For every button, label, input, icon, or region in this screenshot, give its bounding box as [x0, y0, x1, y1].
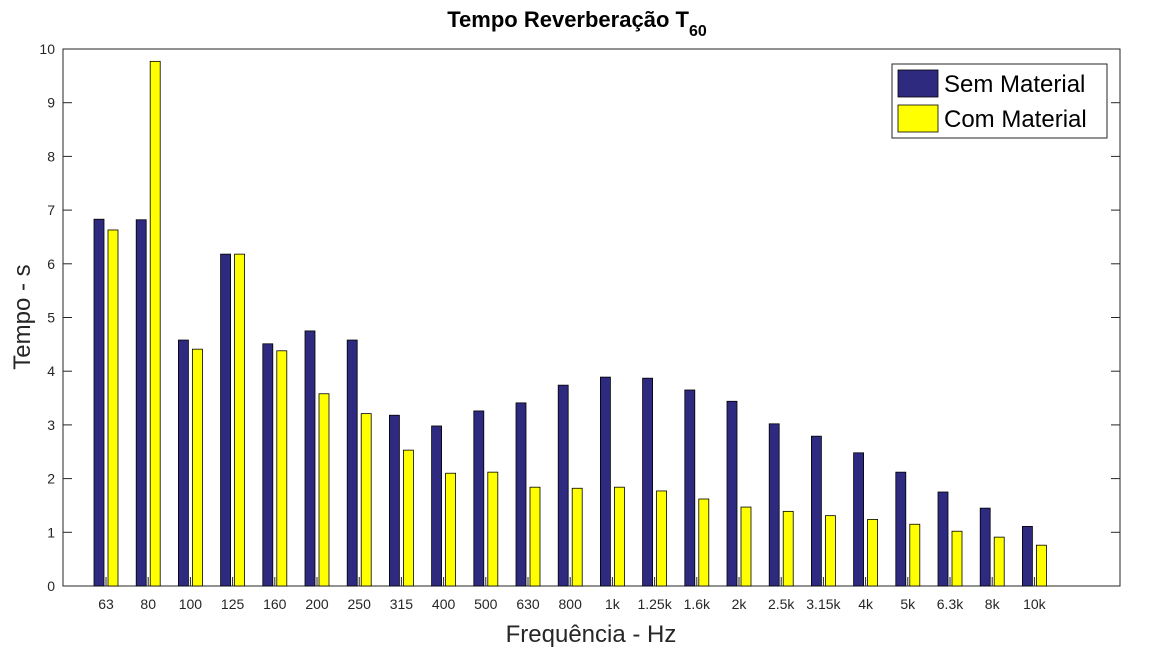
bar-sem-material	[895, 471, 907, 587]
x-tick-label: 1k	[605, 596, 621, 612]
bar-sem-material	[431, 425, 443, 587]
bar-com-material	[487, 471, 499, 587]
bar-sem-material	[220, 253, 232, 587]
x-tick-label: 100	[179, 596, 203, 612]
x-axis: 63 80 100 125 160 200 250 315 400 500 630 800 1k 1.25…	[98, 577, 1047, 612]
y-tick-label: 0	[47, 578, 55, 594]
chart-title-main: Tempo Reverberação T	[447, 7, 689, 32]
bar-sem-material	[811, 435, 822, 587]
bar-sem-material	[93, 218, 105, 587]
legend: Sem Material Com Material	[891, 63, 1108, 139]
x-tick-label: 8k	[985, 596, 1001, 612]
x-tick-label: 160	[263, 596, 287, 612]
bar-com-material	[740, 506, 752, 587]
x-tick-label: 1.6k	[684, 596, 711, 612]
x-tick-label: 315	[390, 596, 414, 612]
y-tick-label: 4	[47, 363, 55, 379]
y-axis: 0 1 2 3 4 5 6 7 8 9 10	[39, 41, 1120, 594]
x-tick-label: 4k	[858, 596, 874, 612]
bar-sem-material	[768, 423, 780, 587]
bar-com-material	[571, 487, 583, 587]
legend-label: Com Material	[944, 106, 1087, 133]
bar-com-material	[614, 486, 625, 587]
bar-sem-material	[600, 376, 611, 587]
y-axis-label: Tempo - s	[9, 264, 36, 369]
bar-sem-material	[684, 389, 696, 587]
y-tick-label: 10	[39, 41, 55, 57]
y-tick-label: 7	[47, 202, 55, 218]
x-tick-label: 6.3k	[937, 596, 964, 612]
bar-sem-material	[515, 402, 527, 587]
bar-com-material	[993, 536, 1005, 587]
x-tick-label: 5k	[900, 596, 916, 612]
bar-com-material	[529, 486, 541, 587]
bar-com-material	[149, 60, 161, 587]
x-tick-label: 1.25k	[637, 596, 672, 612]
bar-sem-material	[135, 219, 147, 587]
bar-com-material	[867, 519, 878, 587]
bar-sem-material	[304, 330, 316, 587]
x-tick-label: 400	[432, 596, 456, 612]
bar-sem-material	[853, 452, 864, 587]
bar-sem-material	[388, 414, 400, 587]
y-tick-label: 8	[47, 148, 55, 164]
bar-com-material	[191, 348, 203, 587]
bar-sem-material	[937, 491, 949, 587]
x-tick-label: 2k	[732, 596, 748, 612]
bar-com-material	[360, 413, 372, 587]
bar-com-material	[276, 350, 288, 587]
bar-com-material	[909, 523, 921, 587]
bar-sem-material	[1022, 525, 1033, 587]
bars-group	[93, 60, 1047, 587]
x-tick-label: 125	[221, 596, 245, 612]
bar-com-material	[107, 229, 119, 587]
y-tick-label: 1	[47, 524, 55, 540]
bar-sem-material	[346, 339, 358, 587]
bar-com-material	[825, 515, 836, 587]
bar-sem-material	[473, 410, 485, 587]
legend-swatch	[897, 69, 939, 98]
bar-com-material	[445, 472, 457, 587]
x-tick-label: 3.15k	[806, 596, 841, 612]
bar-com-material	[698, 498, 710, 587]
y-tick-label: 9	[47, 95, 55, 111]
x-tick-label: 63	[98, 596, 114, 612]
bar-com-material	[656, 490, 667, 587]
bar-com-material	[318, 393, 330, 587]
chart-title-subscript: 60	[689, 23, 707, 40]
legend-label: Sem Material	[944, 71, 1085, 98]
bar-sem-material	[262, 343, 274, 587]
y-tick-label: 6	[47, 256, 55, 272]
bar-com-material	[951, 530, 963, 587]
bar-sem-material	[177, 339, 189, 587]
bar-sem-material	[726, 400, 738, 587]
bar-com-material	[1036, 544, 1047, 587]
bar-sem-material	[979, 507, 991, 587]
x-axis-label: Frequência - Hz	[506, 621, 677, 648]
x-tick-label: 10k	[1023, 596, 1047, 612]
x-tick-label: 250	[348, 596, 372, 612]
x-tick-label: 2.5k	[768, 596, 795, 612]
x-tick-label: 500	[474, 596, 498, 612]
bar-com-material	[234, 253, 246, 587]
legend-swatch	[897, 104, 939, 133]
bar-com-material	[402, 449, 414, 587]
x-tick-label: 800	[559, 596, 583, 612]
y-tick-label: 5	[47, 310, 55, 326]
y-tick-label: 3	[47, 417, 55, 433]
bar-sem-material	[642, 377, 653, 587]
x-tick-label: 630	[516, 596, 540, 612]
bar-sem-material	[557, 384, 569, 587]
x-tick-label: 80	[140, 596, 156, 612]
y-tick-label: 2	[47, 471, 55, 487]
bar-com-material	[782, 510, 794, 587]
chart-title: Tempo Reverberação T60	[447, 7, 707, 40]
x-tick-label: 200	[305, 596, 329, 612]
